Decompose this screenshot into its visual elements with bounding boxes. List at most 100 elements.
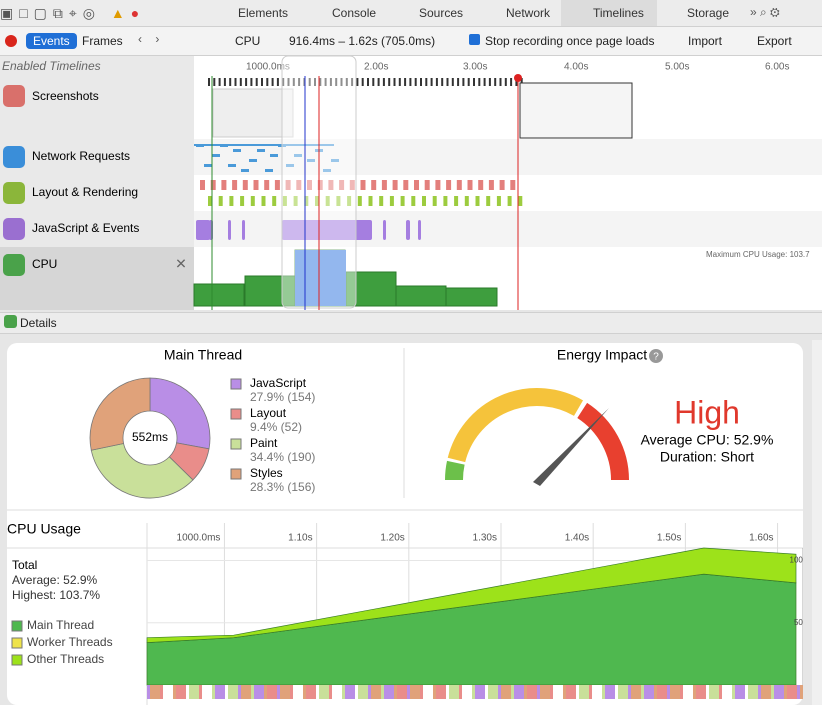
- strip-seg: [693, 685, 696, 699]
- strip-seg: [407, 685, 410, 699]
- strip-seg: [215, 685, 225, 699]
- frames-button[interactable]: Frames: [82, 34, 123, 48]
- events-button[interactable]: Events: [26, 33, 77, 49]
- strip-seg: [225, 685, 228, 699]
- event: [324, 78, 327, 86]
- paint: [507, 196, 512, 206]
- tab[interactable]: Sources: [419, 6, 464, 20]
- event: [340, 78, 343, 86]
- row-label[interactable]: Layout & Rendering: [32, 185, 138, 199]
- event: [377, 78, 380, 86]
- paint: [261, 196, 266, 206]
- strip-seg: [537, 685, 540, 699]
- tab[interactable]: Storage: [687, 6, 730, 20]
- export-button[interactable]: Export: [757, 34, 792, 48]
- row-label[interactable]: Screenshots: [32, 89, 99, 103]
- paint: [518, 196, 523, 206]
- script: [406, 220, 410, 240]
- details-icon: [4, 315, 17, 328]
- legend-value: 28.3% (156): [250, 480, 315, 494]
- event: [303, 78, 306, 86]
- strip-seg: [579, 685, 589, 699]
- event: [520, 78, 523, 86]
- ruler-label: 6.00s: [765, 62, 789, 73]
- toolbar-more[interactable]: » ⌕ ⚙: [750, 5, 780, 19]
- paint: [293, 196, 298, 206]
- layout: [210, 180, 216, 190]
- layout: [264, 180, 270, 190]
- event: [488, 78, 491, 86]
- event: [218, 78, 221, 86]
- strip-seg: [644, 685, 654, 699]
- event: [276, 78, 279, 86]
- strip-seg: [459, 685, 462, 699]
- help-text[interactable]: ?: [653, 352, 659, 363]
- import-button[interactable]: Import: [688, 34, 723, 48]
- checkbox[interactable]: [469, 34, 480, 45]
- strip-seg: [280, 685, 290, 699]
- strip-seg: [576, 685, 579, 699]
- tab[interactable]: Network: [506, 6, 551, 20]
- layout: [381, 180, 387, 190]
- strip-seg: [563, 685, 566, 699]
- strip-seg: [696, 685, 706, 699]
- strip-seg: [394, 685, 397, 699]
- network: [286, 164, 294, 167]
- close-icon[interactable]: ✕: [175, 256, 187, 272]
- strip-seg: [420, 685, 423, 699]
- layout: [232, 180, 238, 190]
- strip-seg: [527, 685, 537, 699]
- paint: [454, 196, 459, 206]
- tab[interactable]: Timelines: [593, 6, 644, 20]
- network: [331, 159, 339, 162]
- paint: [240, 196, 245, 206]
- network: [228, 164, 236, 167]
- nav-arrows[interactable]: ‹ ›: [138, 32, 160, 46]
- ruler-label: 4.00s: [564, 62, 588, 73]
- strip-seg: [446, 685, 449, 699]
- tab[interactable]: Elements: [238, 6, 289, 20]
- record-button[interactable]: [5, 35, 17, 47]
- layout: [371, 180, 377, 190]
- event: [478, 78, 481, 86]
- row-label[interactable]: Network Requests: [32, 149, 130, 163]
- network: [257, 149, 265, 152]
- legend-label: JavaScript: [250, 376, 307, 390]
- row-label[interactable]: CPU: [32, 257, 57, 271]
- legend-label: Layout: [250, 406, 287, 420]
- event: [367, 78, 369, 86]
- layout: [360, 180, 366, 190]
- strip-seg: [784, 685, 787, 699]
- event: [292, 78, 295, 86]
- paint: [272, 196, 277, 206]
- event: [409, 78, 412, 86]
- strip-seg: [186, 685, 189, 699]
- row-label[interactable]: JavaScript & Events: [32, 221, 139, 235]
- toolbar-icons[interactable]: ▣□▢⧉⌖◎ ▲●: [0, 5, 146, 21]
- strip-seg: [332, 685, 342, 699]
- scrollbar[interactable]: [812, 340, 822, 705]
- tab[interactable]: Console: [332, 6, 377, 20]
- strip-seg: [774, 685, 784, 699]
- help-icon[interactable]: [649, 349, 663, 363]
- breadcrumb[interactable]: CPU: [235, 34, 261, 48]
- layout: [253, 180, 259, 190]
- strip-seg: [368, 685, 371, 699]
- strip-seg: [199, 685, 202, 699]
- paint: [208, 196, 212, 206]
- strip-seg: [371, 685, 381, 699]
- paint: [315, 196, 319, 206]
- cpu: [295, 250, 346, 306]
- timeline-overview: Enabled Timelines 1000.0ms 2.00s 3.00s 4…: [0, 56, 822, 310]
- strip-seg: [228, 685, 238, 699]
- strip-seg: [212, 685, 215, 699]
- strip-seg: [748, 685, 758, 699]
- event: [451, 78, 454, 86]
- legend-swatch: [11, 620, 23, 632]
- layout: [499, 180, 505, 190]
- layout: [414, 180, 419, 190]
- event: [266, 78, 269, 86]
